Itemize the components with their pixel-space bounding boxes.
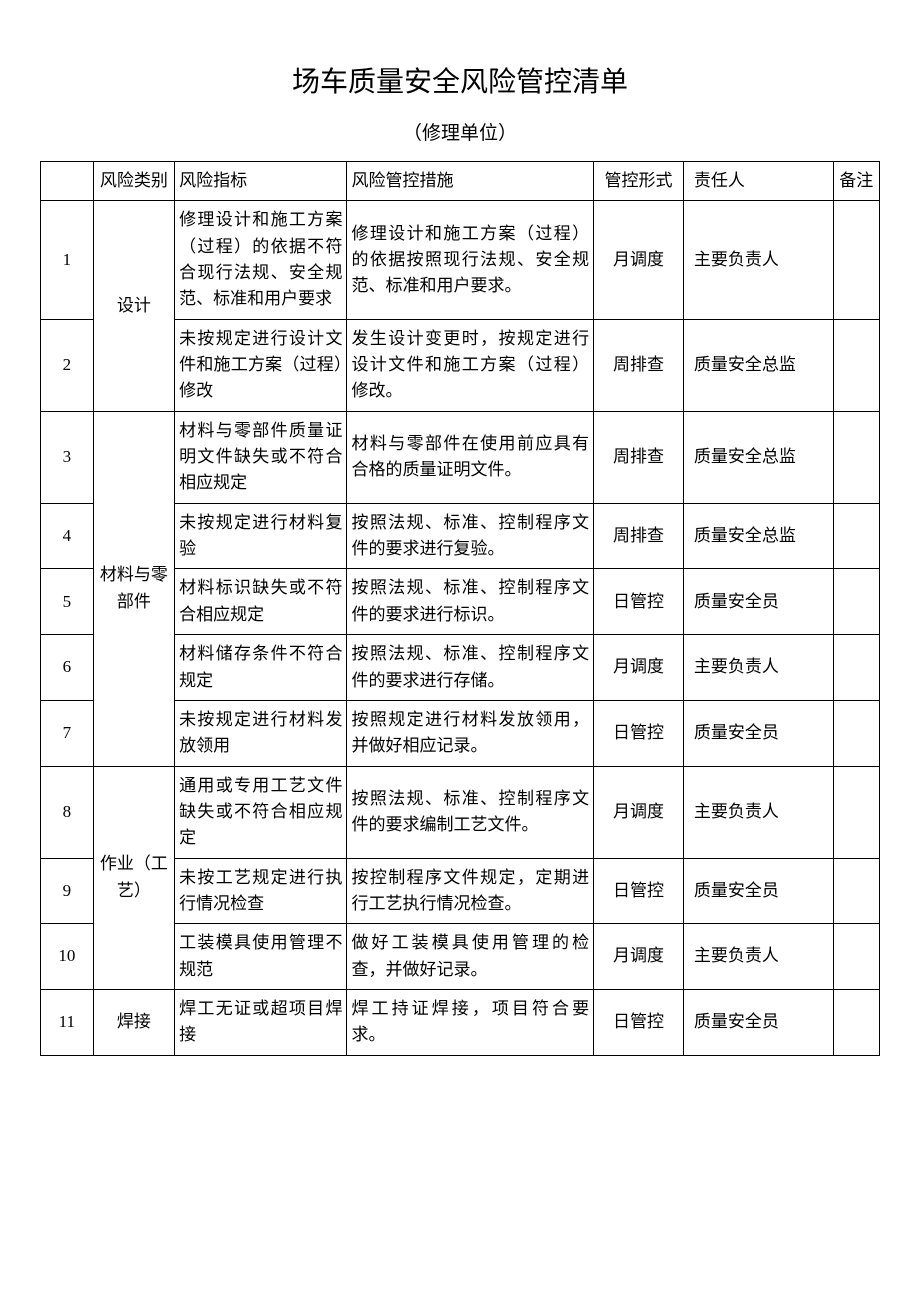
cell-category-design: 设计	[93, 201, 175, 411]
cell-form: 月调度	[594, 924, 684, 990]
cell-note	[833, 924, 879, 990]
th-category: 风险类别	[93, 162, 175, 201]
cell-responsible: 主要负责人	[683, 924, 833, 990]
cell-note	[833, 858, 879, 924]
cell-note	[833, 766, 879, 858]
table-row: 8 作业（工艺） 通用或专用工艺文件缺失或不符合相应规定 按照法规、标准、控制程…	[41, 766, 880, 858]
cell-num: 2	[41, 319, 94, 411]
cell-form: 月调度	[594, 766, 684, 858]
cell-num: 4	[41, 503, 94, 569]
cell-responsible: 主要负责人	[683, 635, 833, 701]
cell-num: 11	[41, 989, 94, 1055]
cell-form: 日管控	[594, 989, 684, 1055]
cell-indicator: 未按规定进行材料发放领用	[175, 700, 347, 766]
cell-measure: 按控制程序文件规定，定期进行工艺执行情况检查。	[347, 858, 594, 924]
cell-form: 周排查	[594, 411, 684, 503]
th-note: 备注	[833, 162, 879, 201]
cell-responsible: 质量安全员	[683, 858, 833, 924]
th-measure: 风险管控措施	[347, 162, 594, 201]
cell-measure: 按照法规、标准、控制程序文件的要求进行复验。	[347, 503, 594, 569]
cell-num: 9	[41, 858, 94, 924]
page-title: 场车质量安全风险管控清单	[40, 60, 880, 100]
cell-note	[833, 411, 879, 503]
cell-measure: 修理设计和施工方案（过程）的依据按照现行法规、安全规范、标准和用户要求。	[347, 201, 594, 319]
cell-indicator: 未按规定进行材料复验	[175, 503, 347, 569]
table-row: 1 设计 修理设计和施工方案（过程）的依据不符合现行法规、安全规范、标准和用户要…	[41, 201, 880, 319]
cell-num: 3	[41, 411, 94, 503]
cell-form: 日管控	[594, 569, 684, 635]
cell-note	[833, 319, 879, 411]
cell-form: 周排查	[594, 503, 684, 569]
cell-measure: 按照规定进行材料发放领用，并做好相应记录。	[347, 700, 594, 766]
table-row: 3 材料与零部件 材料与零部件质量证明文件缺失或不符合相应规定 材料与零部件在使…	[41, 411, 880, 503]
cell-form: 月调度	[594, 635, 684, 701]
cell-note	[833, 569, 879, 635]
cell-category-welding: 焊接	[93, 989, 175, 1055]
th-indicator: 风险指标	[175, 162, 347, 201]
cell-note	[833, 989, 879, 1055]
cell-measure: 按照法规、标准、控制程序文件的要求进行存储。	[347, 635, 594, 701]
cell-measure: 材料与零部件在使用前应具有合格的质量证明文件。	[347, 411, 594, 503]
cell-measure: 做好工装模具使用管理的检查，并做好记录。	[347, 924, 594, 990]
cell-category-material: 材料与零部件	[93, 411, 175, 766]
cell-responsible: 主要负责人	[683, 201, 833, 319]
cell-indicator: 焊工无证或超项目焊接	[175, 989, 347, 1055]
cell-form: 日管控	[594, 858, 684, 924]
cell-category-process: 作业（工艺）	[93, 766, 175, 989]
cell-measure: 焊工持证焊接，项目符合要求。	[347, 989, 594, 1055]
cell-num: 5	[41, 569, 94, 635]
cell-num: 6	[41, 635, 94, 701]
page-subtitle: （修理单位）	[40, 118, 880, 145]
cell-responsible: 质量安全员	[683, 700, 833, 766]
cell-num: 7	[41, 700, 94, 766]
cell-note	[833, 201, 879, 319]
cell-indicator: 材料储存条件不符合规定	[175, 635, 347, 701]
cell-note	[833, 503, 879, 569]
cell-note	[833, 700, 879, 766]
cell-indicator: 未按工艺规定进行执行情况检查	[175, 858, 347, 924]
cell-note	[833, 635, 879, 701]
cell-indicator: 工装模具使用管理不规范	[175, 924, 347, 990]
cell-form: 周排查	[594, 319, 684, 411]
cell-responsible: 质量安全总监	[683, 319, 833, 411]
cell-num: 10	[41, 924, 94, 990]
th-num	[41, 162, 94, 201]
cell-indicator: 材料标识缺失或不符合相应规定	[175, 569, 347, 635]
cell-measure: 按照法规、标准、控制程序文件的要求进行标识。	[347, 569, 594, 635]
cell-form: 月调度	[594, 201, 684, 319]
cell-responsible: 质量安全员	[683, 569, 833, 635]
cell-num: 1	[41, 201, 94, 319]
cell-num: 8	[41, 766, 94, 858]
risk-table: 风险类别 风险指标 风险管控措施 管控形式 责任人 备注 1 设计 修理设计和施…	[40, 161, 880, 1056]
th-responsible: 责任人	[683, 162, 833, 201]
cell-responsible: 质量安全总监	[683, 411, 833, 503]
table-row: 11 焊接 焊工无证或超项目焊接 焊工持证焊接，项目符合要求。 日管控 质量安全…	[41, 989, 880, 1055]
cell-responsible: 主要负责人	[683, 766, 833, 858]
th-form: 管控形式	[594, 162, 684, 201]
cell-indicator: 未按规定进行设计文件和施工方案（过程）修改	[175, 319, 347, 411]
table-header-row: 风险类别 风险指标 风险管控措施 管控形式 责任人 备注	[41, 162, 880, 201]
cell-responsible: 质量安全员	[683, 989, 833, 1055]
cell-indicator: 材料与零部件质量证明文件缺失或不符合相应规定	[175, 411, 347, 503]
cell-indicator: 修理设计和施工方案（过程）的依据不符合现行法规、安全规范、标准和用户要求	[175, 201, 347, 319]
cell-form: 日管控	[594, 700, 684, 766]
cell-measure: 发生设计变更时，按规定进行设计文件和施工方案（过程）修改。	[347, 319, 594, 411]
cell-indicator: 通用或专用工艺文件缺失或不符合相应规定	[175, 766, 347, 858]
cell-responsible: 质量安全总监	[683, 503, 833, 569]
cell-measure: 按照法规、标准、控制程序文件的要求编制工艺文件。	[347, 766, 594, 858]
